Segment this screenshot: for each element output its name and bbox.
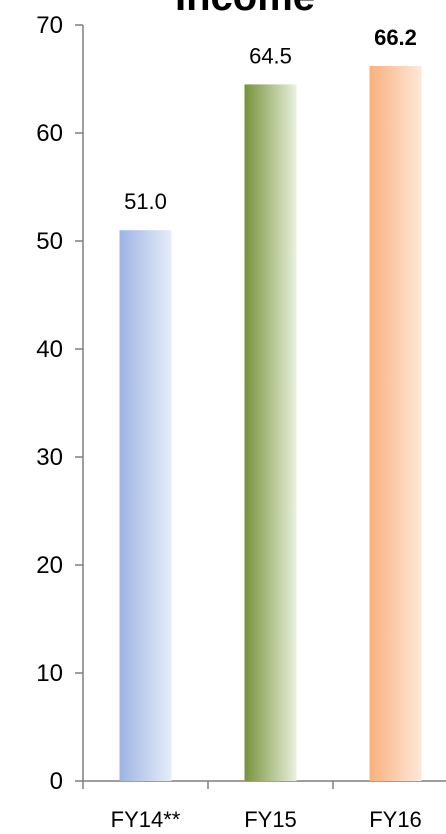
data-label: 66.2 xyxy=(374,25,417,50)
chart-title: Income xyxy=(175,0,315,19)
x-axis: FY14** FY15 FY16 xyxy=(82,780,446,832)
data-labels: 51.0 64.5 66.2 xyxy=(124,25,417,214)
y-tick-label: 40 xyxy=(36,336,63,363)
y-tick-label: 50 xyxy=(36,228,63,255)
y-tick-label: 60 xyxy=(36,120,63,147)
bar xyxy=(244,84,297,781)
bar xyxy=(119,230,172,781)
y-tick-label: 70 xyxy=(36,12,63,39)
y-tick-label: 20 xyxy=(36,552,63,579)
y-tick-label: 30 xyxy=(36,444,63,471)
data-label: 51.0 xyxy=(124,189,167,214)
y-tick-label: 10 xyxy=(36,660,63,687)
data-label: 64.5 xyxy=(249,43,292,68)
x-tick-label: FY14** xyxy=(111,807,181,832)
y-axis: 0 10 20 30 40 50 60 70 xyxy=(36,12,84,795)
bar xyxy=(369,66,422,782)
x-tick-label: FY16 xyxy=(369,807,422,832)
y-tick-label: 0 xyxy=(50,768,63,795)
bar-series xyxy=(119,66,422,782)
x-tick-label: FY15 xyxy=(244,807,297,832)
